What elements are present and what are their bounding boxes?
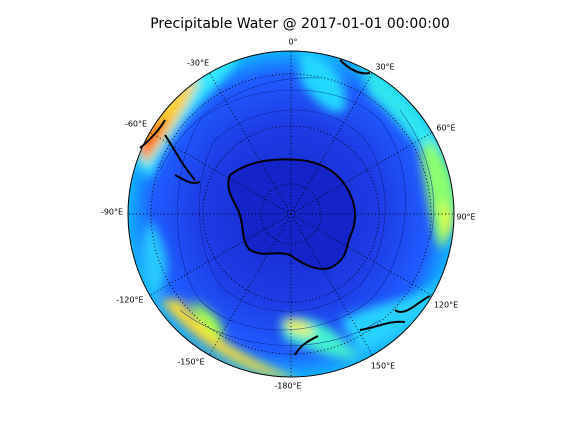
map-boundary (127, 50, 455, 378)
longitude-labels: 0° 30°E 60°E 90°E 120°E 150°E -180°E -15… (101, 38, 476, 391)
graticule (128, 51, 454, 377)
map-title: Precipitable Water @ 2017-01-01 00:00:00 (150, 16, 450, 32)
lon-label: 60°E (436, 124, 455, 133)
lon-label: 0° (288, 38, 297, 47)
lon-label: -60°E (125, 120, 147, 129)
lon-label: 120°E (434, 301, 458, 310)
lon-label: -180°E (274, 382, 301, 391)
lon-label: -90°E (101, 208, 123, 217)
lon-label: 150°E (371, 362, 395, 371)
lon-label: 90°E (456, 213, 475, 222)
lon-label: -150°E (177, 358, 204, 367)
lon-label: -120°E (116, 296, 143, 305)
lon-label: 30°E (375, 63, 394, 72)
lon-label: -30°E (187, 59, 209, 68)
